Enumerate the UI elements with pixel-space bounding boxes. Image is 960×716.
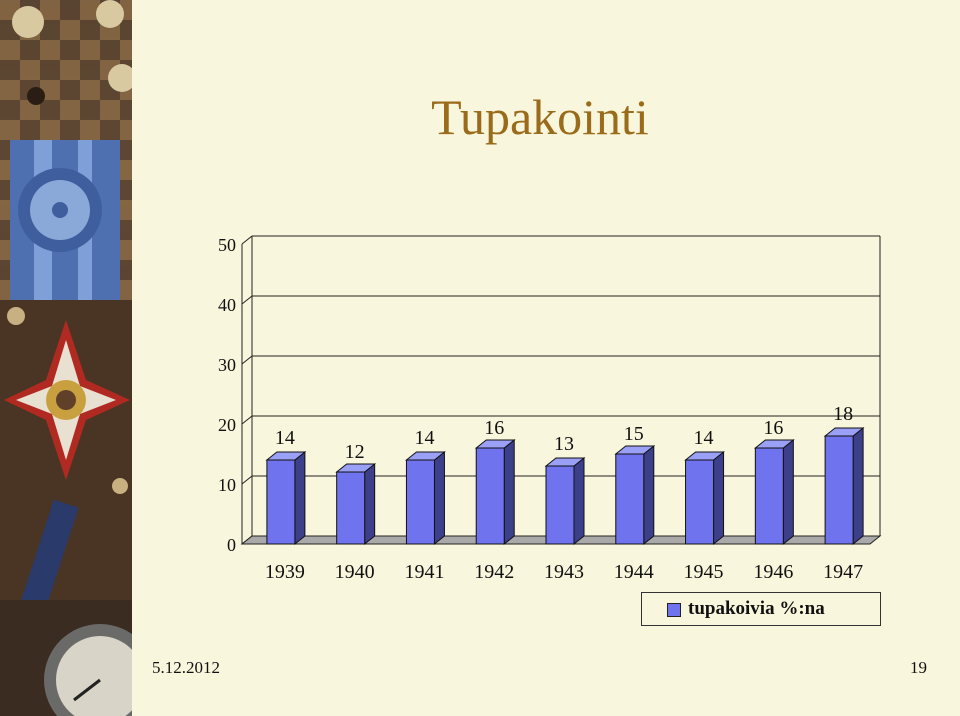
bar-side	[782, 438, 794, 546]
bar-side	[573, 456, 585, 546]
footer-page-number: 19	[910, 658, 927, 677]
data-label: 15	[624, 423, 644, 445]
bar	[336, 471, 366, 545]
data-label: 14	[694, 427, 714, 449]
y-tick-label: 20	[218, 415, 236, 435]
bar-chart: 0 10 20 30 40 50 14 1939 12 1940 14 1941 16 1942 13 194…	[218, 235, 882, 582]
data-label: 18	[833, 403, 853, 425]
x-tick-label: 1947	[823, 561, 863, 582]
x-tick-label: 1945	[684, 561, 724, 582]
x-tick-label: 1943	[544, 561, 584, 582]
y-tick-label: 30	[218, 355, 236, 375]
decorative-photo-sidebar	[0, 0, 132, 716]
x-tick-label: 1942	[474, 561, 514, 582]
gridline-side	[241, 415, 253, 425]
legend-label: tupakoivia %:na	[688, 598, 825, 619]
x-tick-label: 1939	[265, 561, 305, 582]
gridline-side	[241, 475, 253, 485]
bar-side	[503, 438, 515, 546]
gridline-side	[241, 355, 253, 365]
x-tick-label: 1940	[335, 561, 375, 582]
bar-side	[294, 450, 306, 546]
bar-side	[852, 426, 864, 546]
data-label: 16	[484, 417, 504, 439]
bar	[545, 465, 575, 545]
y-tick-label: 50	[218, 235, 236, 255]
bar	[824, 435, 854, 545]
data-label: 14	[275, 427, 295, 449]
x-tick-label: 1941	[404, 561, 444, 582]
bar	[266, 459, 296, 545]
bar	[615, 453, 645, 545]
data-label: 13	[554, 433, 574, 455]
medal-collage-image	[0, 0, 132, 716]
data-label: 12	[345, 441, 365, 463]
data-label: 16	[763, 417, 783, 439]
chart-legend: tupakoivia %:na	[641, 592, 881, 626]
y-tick-label: 10	[218, 475, 236, 495]
bar	[754, 447, 784, 545]
x-tick-label: 1944	[614, 561, 654, 582]
bar	[405, 459, 435, 545]
bar	[475, 447, 505, 545]
x-tick-label: 1946	[753, 561, 793, 582]
bar-side	[643, 444, 655, 546]
y-tick-label: 0	[227, 535, 236, 555]
gridline-side	[241, 295, 253, 305]
bar-side	[364, 462, 376, 546]
slide-title: Tupakointi	[431, 89, 649, 145]
bar	[685, 459, 715, 545]
legend-swatch	[667, 603, 681, 617]
bar-side	[433, 450, 445, 546]
footer-date: 5.12.2012	[152, 658, 220, 677]
data-label: 14	[414, 427, 434, 449]
gridline-side	[241, 235, 253, 245]
bar-side	[713, 450, 725, 546]
y-tick-label: 40	[218, 295, 236, 315]
